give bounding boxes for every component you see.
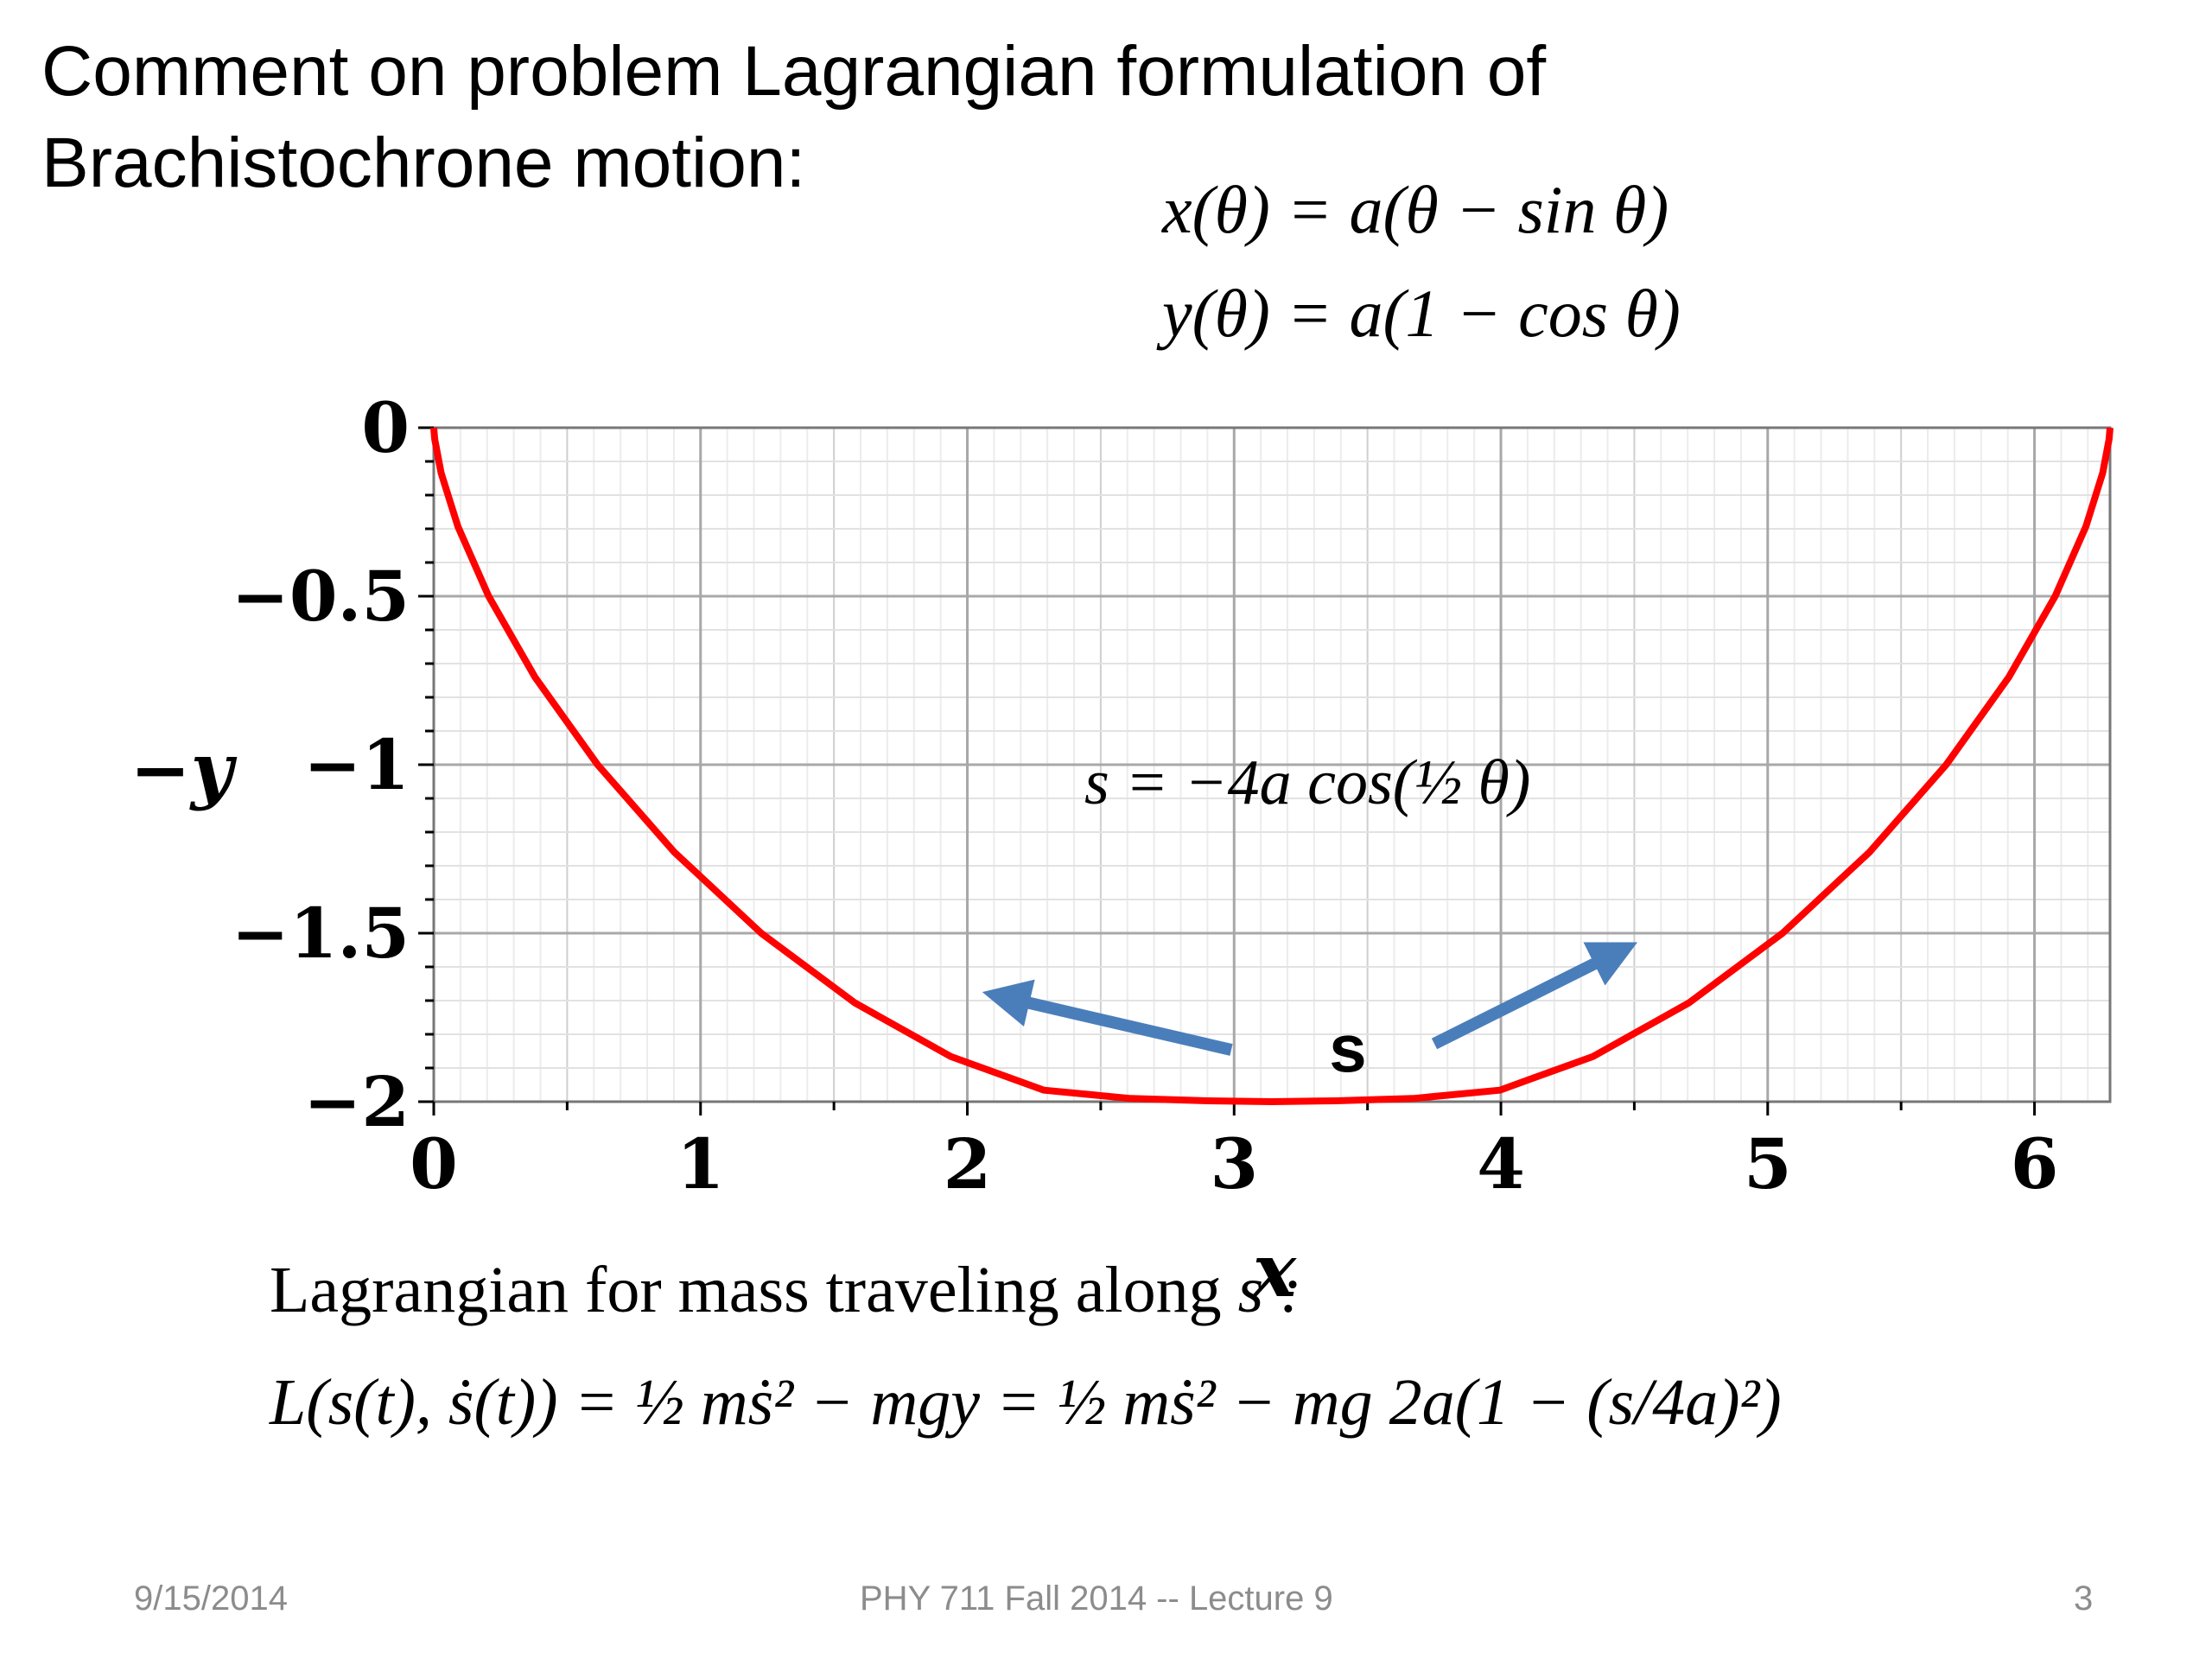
axis-ticks bbox=[418, 426, 2037, 1116]
title-line-2: Brachistochrone motion: bbox=[41, 124, 806, 202]
lagrangian-label-text: Lagrangian for mass traveling along bbox=[270, 1254, 1222, 1326]
x-tick-labels: 0 1 2 3 4 5 6 bbox=[410, 1123, 2058, 1205]
y-tick-label: −2 bbox=[303, 1061, 410, 1142]
y-tick-label: −1 bbox=[303, 724, 410, 805]
arc-length-formula: s = −4a cos(½ θ) bbox=[1084, 747, 1530, 818]
x-tick-label: 3 bbox=[1210, 1123, 1258, 1205]
footer-course: PHY 711 Fall 2014 -- Lecture 9 bbox=[860, 1580, 1333, 1618]
y-axis-label: −y bbox=[130, 727, 237, 812]
footer-page-number: 3 bbox=[2074, 1580, 2094, 1618]
x-tick-label: 1 bbox=[677, 1123, 725, 1205]
equation-y-theta: y(θ) = a(1 − cos θ) bbox=[1162, 276, 1681, 351]
x-axis-label: x bbox=[1251, 1228, 1297, 1313]
equation-x-theta: x(θ) = a(θ − sin θ) bbox=[1162, 172, 1669, 247]
arrow-right bbox=[1431, 942, 1638, 1050]
s-label: s bbox=[1329, 1010, 1366, 1086]
y-tick-label: −0.5 bbox=[232, 556, 410, 637]
lagrangian-equation: L(s(t), ṡ(t)) = ½ mṡ² − mgy = ½ mṡ² − mg… bbox=[270, 1366, 1782, 1439]
lagrangian-label-variable: s : bbox=[1237, 1254, 1302, 1326]
x-tick-label: 0 bbox=[410, 1123, 458, 1205]
title-line-1: Comment on problem Lagrangian formulatio… bbox=[41, 32, 1547, 111]
x-tick-label: 5 bbox=[1744, 1123, 1792, 1205]
grid-major bbox=[434, 428, 2110, 1102]
y-tick-labels: 0 −0.5 −1 −1.5 −2 bbox=[232, 387, 410, 1142]
y-tick-label: −1.5 bbox=[232, 893, 410, 974]
arrow-left bbox=[982, 979, 1233, 1056]
x-tick-label: 6 bbox=[2011, 1123, 2059, 1205]
x-tick-label: 2 bbox=[944, 1123, 992, 1205]
footer-date: 9/15/2014 bbox=[134, 1580, 288, 1618]
slide-title: Comment on problem Lagrangian formulatio… bbox=[41, 26, 1683, 209]
x-tick-label: 4 bbox=[1477, 1123, 1525, 1205]
cycloid-curve bbox=[430, 427, 2113, 1105]
lagrangian-label: Lagrangian for mass traveling along s : bbox=[270, 1253, 1302, 1328]
y-tick-label: 0 bbox=[361, 387, 410, 468]
